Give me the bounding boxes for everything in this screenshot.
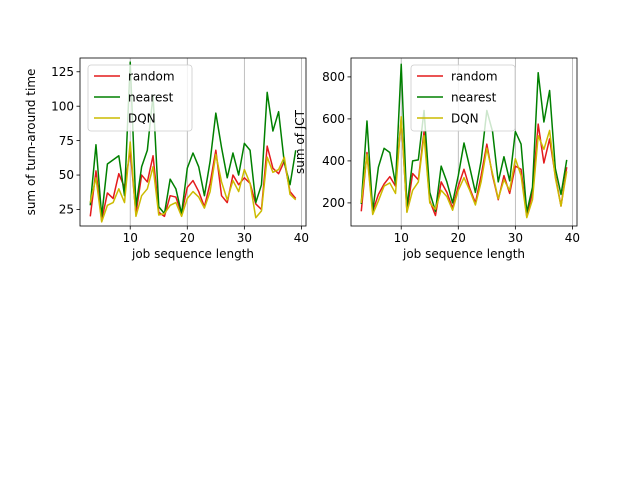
right-chart-legend-label-nearest: nearest (451, 91, 497, 105)
right-chart-series-dqn (360, 116, 568, 219)
right-chart-y-tick-label: 200 (322, 196, 345, 210)
left-chart-y-tick-label: 100 (51, 99, 74, 113)
right-chart-y-tick-label: 800 (322, 70, 345, 84)
left-chart-y-axis-label: sum of turn-around time (24, 69, 38, 216)
left-chart-x-tick-label: 10 (123, 231, 138, 245)
left-chart-legend-box (87, 64, 193, 132)
left-chart-x-tick-label: 30 (237, 231, 252, 245)
right-chart-legend-label-random: random (451, 70, 498, 84)
left-chart-legend-label-random: random (128, 70, 175, 84)
right-chart-y-axis-label: sum of JCT (293, 109, 307, 174)
left-chart-plot-area (79, 57, 307, 227)
left-chart-y-tick-label: 75 (59, 134, 74, 148)
right-chart-legend-box (410, 64, 516, 132)
right-chart-plot-area (350, 57, 578, 227)
left-chart-y-tick-label: 50 (59, 168, 74, 182)
right-chart-x-axis-label: job sequence length (402, 247, 525, 261)
right-chart: job sequence length sum of JCT 10 20 30 40 2… (293, 57, 580, 261)
right-chart-x-tick-label: 10 (394, 231, 409, 245)
right-chart-y-tick-label: 600 (322, 112, 345, 126)
right-chart-x-tick-label: 20 (451, 231, 466, 245)
right-chart-y-tick-label: 400 (322, 154, 345, 168)
left-chart-y-tick-label: 125 (51, 65, 74, 79)
right-chart-legend-label-dqn: DQN (451, 112, 479, 126)
left-chart-legend: random nearest DQN (87, 64, 193, 132)
left-chart-legend-label-dqn: DQN (128, 112, 156, 126)
left-chart-x-axis-label: job sequence length (131, 247, 254, 261)
right-chart-legend: random nearest DQN (410, 64, 516, 132)
left-chart-legend-label-nearest: nearest (128, 91, 174, 105)
right-chart-x-tick-label: 30 (508, 231, 523, 245)
right-chart-x-tick-label: 40 (565, 231, 580, 245)
left-chart-x-tick-label: 20 (180, 231, 195, 245)
left-chart-series-dqn (89, 141, 297, 223)
left-chart-y-tick-label: 25 (59, 203, 74, 217)
left-chart: job sequence length sum of turn-around t… (24, 57, 309, 261)
left-chart-x-tick-label: 40 (294, 231, 309, 245)
